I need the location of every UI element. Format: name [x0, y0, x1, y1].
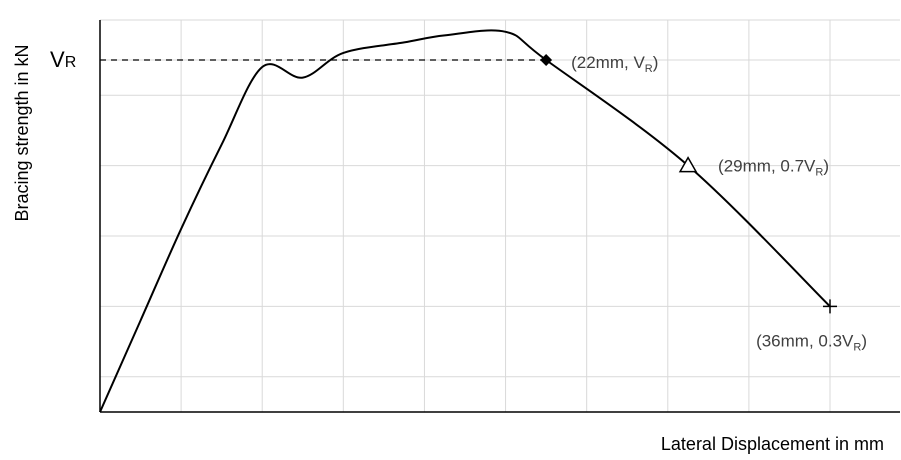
series-layer — [100, 30, 830, 412]
y-axis-label: Bracing strength in kN — [12, 44, 32, 221]
series-line — [100, 30, 830, 412]
point-annotation: (22mm, VR) — [571, 53, 658, 75]
grid-layer — [100, 20, 900, 412]
point-annotation: (29mm, 0.7VR) — [718, 157, 829, 179]
axes-layer: VR — [50, 20, 900, 412]
point-annotation: (36mm, 0.3VR) — [756, 331, 867, 353]
x-axis-label: Lateral Displacement in mm — [661, 434, 884, 454]
y-tick-label: VR — [50, 47, 76, 72]
annotation-layer: (22mm, VR) (29mm, 0.7VR) (36mm, 0.3VR) — [540, 53, 867, 353]
